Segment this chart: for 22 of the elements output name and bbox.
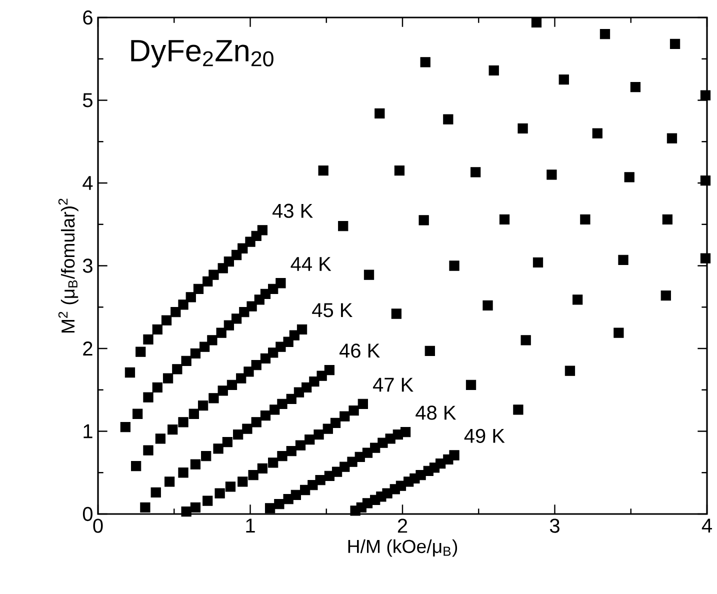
series-label: 44 K: [290, 257, 332, 271]
x-tick-label: 1: [246, 518, 255, 532]
series-label: 43 K: [272, 204, 313, 218]
y-tick-label: 5: [82, 93, 92, 108]
series-label: 46 K: [339, 344, 380, 358]
y-tick-label: 0: [82, 506, 92, 522]
y-tick-label: 4: [82, 176, 93, 190]
series-label: 48 K: [416, 406, 456, 420]
y-tick-label: 1: [84, 424, 92, 438]
x-tick-label: 3: [550, 518, 560, 533]
x-tick-label: 2: [398, 518, 408, 533]
y-axis-title: M$^{2}$ (μ$_{B}$/fomular)$^{2}$: [58, 198, 78, 333]
series-label: 49 K: [464, 428, 505, 443]
x-tick-label: 4: [702, 518, 712, 532]
y-tick-label: 3: [82, 258, 92, 273]
y-tick-label: 2: [83, 342, 92, 356]
x-axis-title: H/M (kOe/μ$_{B}$): [348, 539, 458, 557]
text: DyFe$_{2}$Zn$_{20}$: [131, 40, 274, 68]
series-label: 45 K: [312, 303, 353, 318]
y-tick-label: 6: [83, 10, 92, 25]
x-tick-label: 0: [93, 518, 103, 533]
series-label: 47 K: [372, 378, 414, 392]
